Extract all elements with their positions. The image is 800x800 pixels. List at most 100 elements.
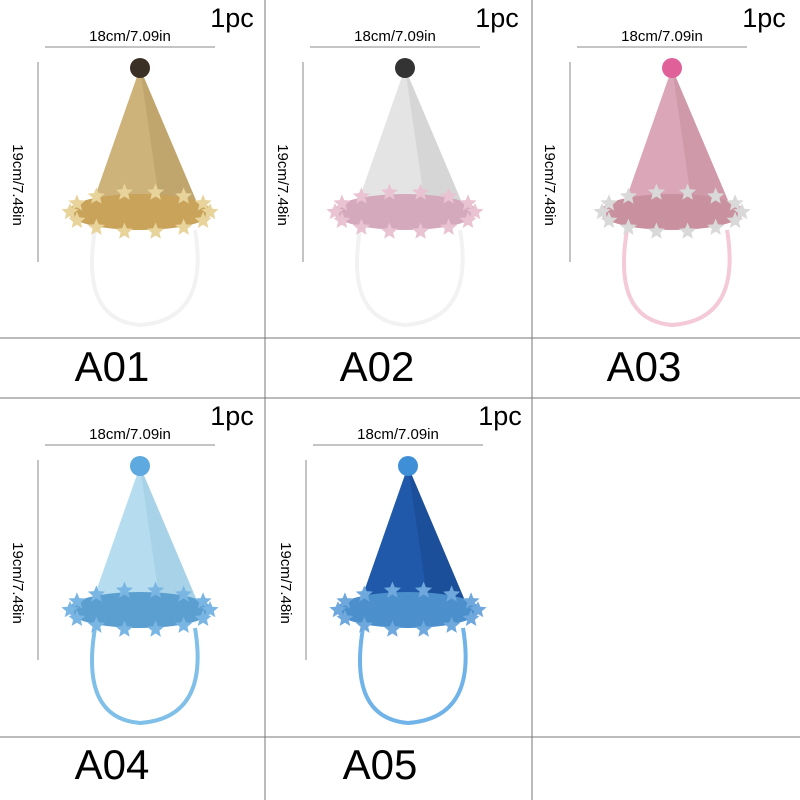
hat-star (462, 592, 480, 609)
hat-star (412, 222, 430, 239)
hat-star (175, 585, 193, 602)
quantity-label: 1pc (210, 3, 254, 33)
hat-star (87, 616, 105, 633)
hat-star (336, 609, 354, 626)
height-label: 19cm/7.48in (9, 144, 26, 226)
hat-star (333, 211, 351, 228)
hat-pompom (662, 58, 682, 78)
hat-star (707, 218, 725, 235)
hat-shade (672, 68, 730, 205)
hat-star (593, 203, 611, 220)
width-label: 18cm/7.09in (89, 28, 171, 45)
hat-star (147, 183, 165, 200)
hat-cone (624, 68, 730, 205)
hat-star (68, 211, 86, 228)
hat-star (707, 187, 725, 204)
product-code: A04 (75, 741, 150, 788)
hat-star (147, 222, 165, 239)
hat-star (201, 203, 219, 220)
product-card: 1pc 18cm/7.09in 19cm/7.48in A03 (541, 3, 786, 390)
hat-star (68, 592, 86, 609)
hat-pompom (130, 456, 150, 476)
hat-shade (408, 466, 466, 603)
hat-star (440, 187, 458, 204)
hat-star (87, 187, 105, 204)
hat-star (333, 194, 351, 211)
hat-star (647, 183, 665, 200)
hat-star (336, 592, 354, 609)
hat-star (415, 620, 433, 637)
hat-star (726, 211, 744, 228)
hat-elastic (90, 627, 200, 726)
hat-star (600, 194, 618, 211)
hat-star (383, 620, 401, 637)
hat-shade (405, 68, 463, 205)
height-label: 19cm/7.48in (277, 542, 294, 624)
hat-star (115, 620, 133, 637)
hat-star (194, 609, 212, 626)
hat-star (380, 183, 398, 200)
hat-cone (92, 466, 198, 603)
hat-star (201, 601, 219, 618)
hat-star (175, 218, 193, 235)
hat-cone (357, 68, 463, 205)
hat-star (115, 581, 133, 598)
hat-star (61, 601, 79, 618)
hat-star (412, 183, 430, 200)
hat-star (619, 187, 637, 204)
hat-star (459, 194, 477, 211)
hat-star (194, 211, 212, 228)
hat-shade (140, 68, 198, 205)
hat-cone (92, 68, 198, 205)
hat-pompom (395, 58, 415, 78)
hat-star (175, 616, 193, 633)
hat-star (194, 592, 212, 609)
hat-star (194, 194, 212, 211)
hat-star (87, 218, 105, 235)
hat-star (61, 203, 79, 220)
hat-tinsel (68, 592, 212, 628)
hat-tinsel (68, 194, 212, 230)
product-code: A03 (607, 343, 682, 390)
hat-elastic (358, 627, 468, 726)
hat-elastic (90, 229, 200, 328)
width-label: 18cm/7.09in (357, 426, 439, 443)
hat-elastic (355, 229, 465, 328)
hat-star (459, 211, 477, 228)
hat-star (329, 601, 347, 618)
hat-tinsel (336, 592, 480, 628)
height-label: 19cm/7.48in (9, 542, 26, 624)
hat-star (600, 211, 618, 228)
height-label: 19cm/7.48in (274, 144, 291, 226)
hat-star (115, 222, 133, 239)
product-code: A02 (340, 343, 415, 390)
hat-star (440, 218, 458, 235)
hat-star (619, 218, 637, 235)
hat-star (383, 581, 401, 598)
product-code: A01 (75, 343, 150, 390)
height-label: 19cm/7.48in (541, 144, 558, 226)
width-label: 18cm/7.09in (621, 28, 703, 45)
hat-star (469, 601, 487, 618)
product-card: 1pc 18cm/7.09in 19cm/7.48in A01 (9, 3, 254, 390)
hat-star (679, 222, 697, 239)
hat-star (68, 609, 86, 626)
quantity-label: 1pc (475, 3, 519, 33)
hat-star (352, 187, 370, 204)
hat-star (326, 203, 344, 220)
product-code: A05 (343, 741, 418, 788)
hat-tinsel (333, 194, 477, 230)
hat-star (443, 585, 461, 602)
hat-pompom (398, 456, 418, 476)
hat-star (355, 585, 373, 602)
hat-tinsel (600, 194, 744, 230)
hat-star (647, 222, 665, 239)
hat-star (175, 187, 193, 204)
product-card: 1pc 18cm/7.09in 19cm/7.48in A05 (277, 401, 522, 788)
hat-star (726, 194, 744, 211)
quantity-label: 1pc (478, 401, 522, 431)
quantity-label: 1pc (210, 401, 254, 431)
hat-star (415, 581, 433, 598)
quantity-label: 1pc (742, 3, 786, 33)
